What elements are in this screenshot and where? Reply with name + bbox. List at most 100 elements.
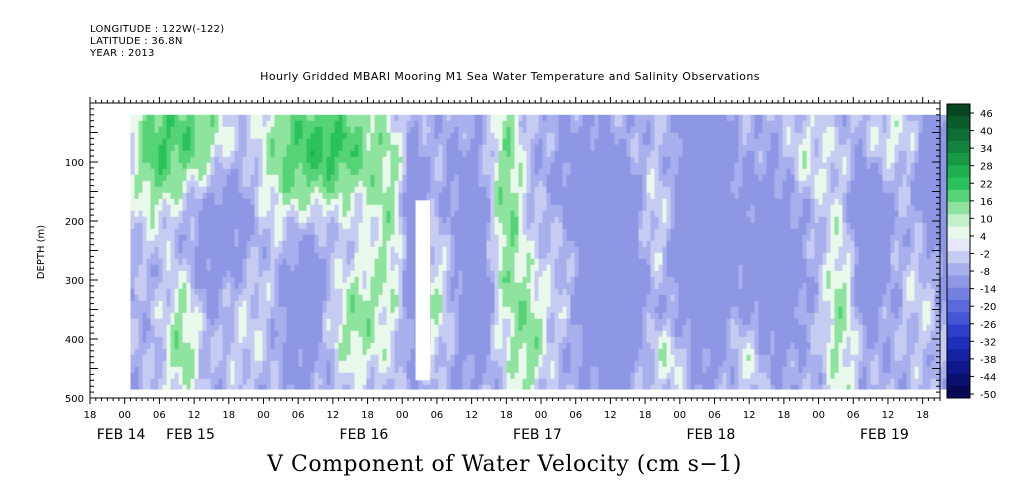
field-cell xyxy=(346,264,351,272)
field-cell xyxy=(210,378,215,386)
field-cell xyxy=(270,216,275,224)
field-cell xyxy=(158,372,163,380)
field-cell xyxy=(178,126,183,134)
field-cell xyxy=(290,336,295,344)
field-cell xyxy=(286,168,291,176)
field-cell xyxy=(182,300,187,308)
field-cell xyxy=(242,318,247,326)
field-cell xyxy=(430,330,435,338)
field-cell xyxy=(390,150,395,158)
field-cell xyxy=(146,318,151,326)
field-cell xyxy=(494,180,499,188)
field-cell xyxy=(370,240,375,248)
field-cell xyxy=(286,198,291,206)
field-cell xyxy=(386,234,391,242)
field-cell xyxy=(554,384,559,390)
field-cell xyxy=(362,240,367,248)
field-cell xyxy=(302,264,307,272)
field-cell xyxy=(342,192,347,200)
field-cell xyxy=(346,330,351,338)
field-cell xyxy=(222,174,227,182)
field-cell xyxy=(450,120,455,128)
field-cell xyxy=(234,252,239,260)
field-cell xyxy=(490,342,495,350)
field-cell xyxy=(374,366,379,374)
field-cell xyxy=(438,270,443,278)
field-cell xyxy=(302,168,307,176)
field-cell xyxy=(294,162,299,170)
field-cell xyxy=(558,240,563,248)
field-cell xyxy=(314,384,319,390)
field-cell xyxy=(290,126,295,134)
field-cell xyxy=(498,204,503,212)
field-cell xyxy=(338,150,343,158)
field-cell xyxy=(134,330,139,338)
field-cell xyxy=(406,210,411,218)
field-cell xyxy=(190,168,195,176)
field-cell xyxy=(538,204,543,212)
field-cell xyxy=(422,378,427,386)
field-cell xyxy=(294,312,299,320)
field-cell xyxy=(258,216,263,224)
field-cell xyxy=(370,174,375,182)
field-cell xyxy=(262,318,267,326)
field-cell xyxy=(366,318,371,326)
field-cell xyxy=(130,150,135,158)
field-cell xyxy=(310,192,315,200)
field-cell xyxy=(186,162,191,170)
field-cell xyxy=(322,216,327,224)
field-cell xyxy=(194,378,199,386)
field-cell xyxy=(202,306,207,314)
field-cell xyxy=(430,378,435,386)
field-cell xyxy=(238,330,243,338)
field-cell xyxy=(526,240,531,248)
field-cell xyxy=(402,204,407,212)
field-cell xyxy=(258,384,263,390)
field-cell xyxy=(326,198,331,206)
field-cell xyxy=(202,156,207,164)
field-cell xyxy=(398,354,403,362)
field-cell xyxy=(398,384,403,390)
field-cell xyxy=(438,246,443,254)
field-cell xyxy=(274,282,279,290)
field-cell xyxy=(162,294,167,302)
field-cell xyxy=(190,204,195,212)
field-cell xyxy=(470,282,475,290)
field-cell xyxy=(470,366,475,374)
field-cell xyxy=(518,174,523,182)
field-cell xyxy=(498,162,503,170)
field-cell xyxy=(410,330,415,338)
field-cell xyxy=(370,270,375,278)
field-cell xyxy=(390,216,395,224)
field-cell xyxy=(542,288,547,296)
field-cell xyxy=(346,222,351,230)
field-cell xyxy=(382,162,387,170)
field-cell xyxy=(310,372,315,380)
field-cell xyxy=(542,246,547,254)
field-cell xyxy=(498,174,503,182)
field-cell xyxy=(170,180,175,188)
field-cell xyxy=(450,246,455,254)
field-cell xyxy=(534,354,539,362)
field-cell xyxy=(366,366,371,374)
field-cell xyxy=(554,240,559,248)
field-cell xyxy=(162,312,167,320)
field-cell xyxy=(386,150,391,158)
field-cell xyxy=(174,186,179,194)
field-cell xyxy=(378,360,383,368)
field-cell xyxy=(162,372,167,380)
field-cell xyxy=(242,264,247,272)
field-cell xyxy=(330,324,335,332)
field-cell xyxy=(318,348,323,356)
field-cell xyxy=(454,198,459,206)
field-cell xyxy=(350,336,355,344)
field-cell xyxy=(398,264,403,272)
field-cell xyxy=(354,342,359,350)
field-cell xyxy=(274,342,279,350)
field-cell xyxy=(266,138,271,146)
field-cell xyxy=(338,294,343,302)
field-cell xyxy=(134,192,139,200)
field-cell xyxy=(346,174,351,182)
field-cell xyxy=(162,324,167,332)
field-cell xyxy=(542,228,547,236)
